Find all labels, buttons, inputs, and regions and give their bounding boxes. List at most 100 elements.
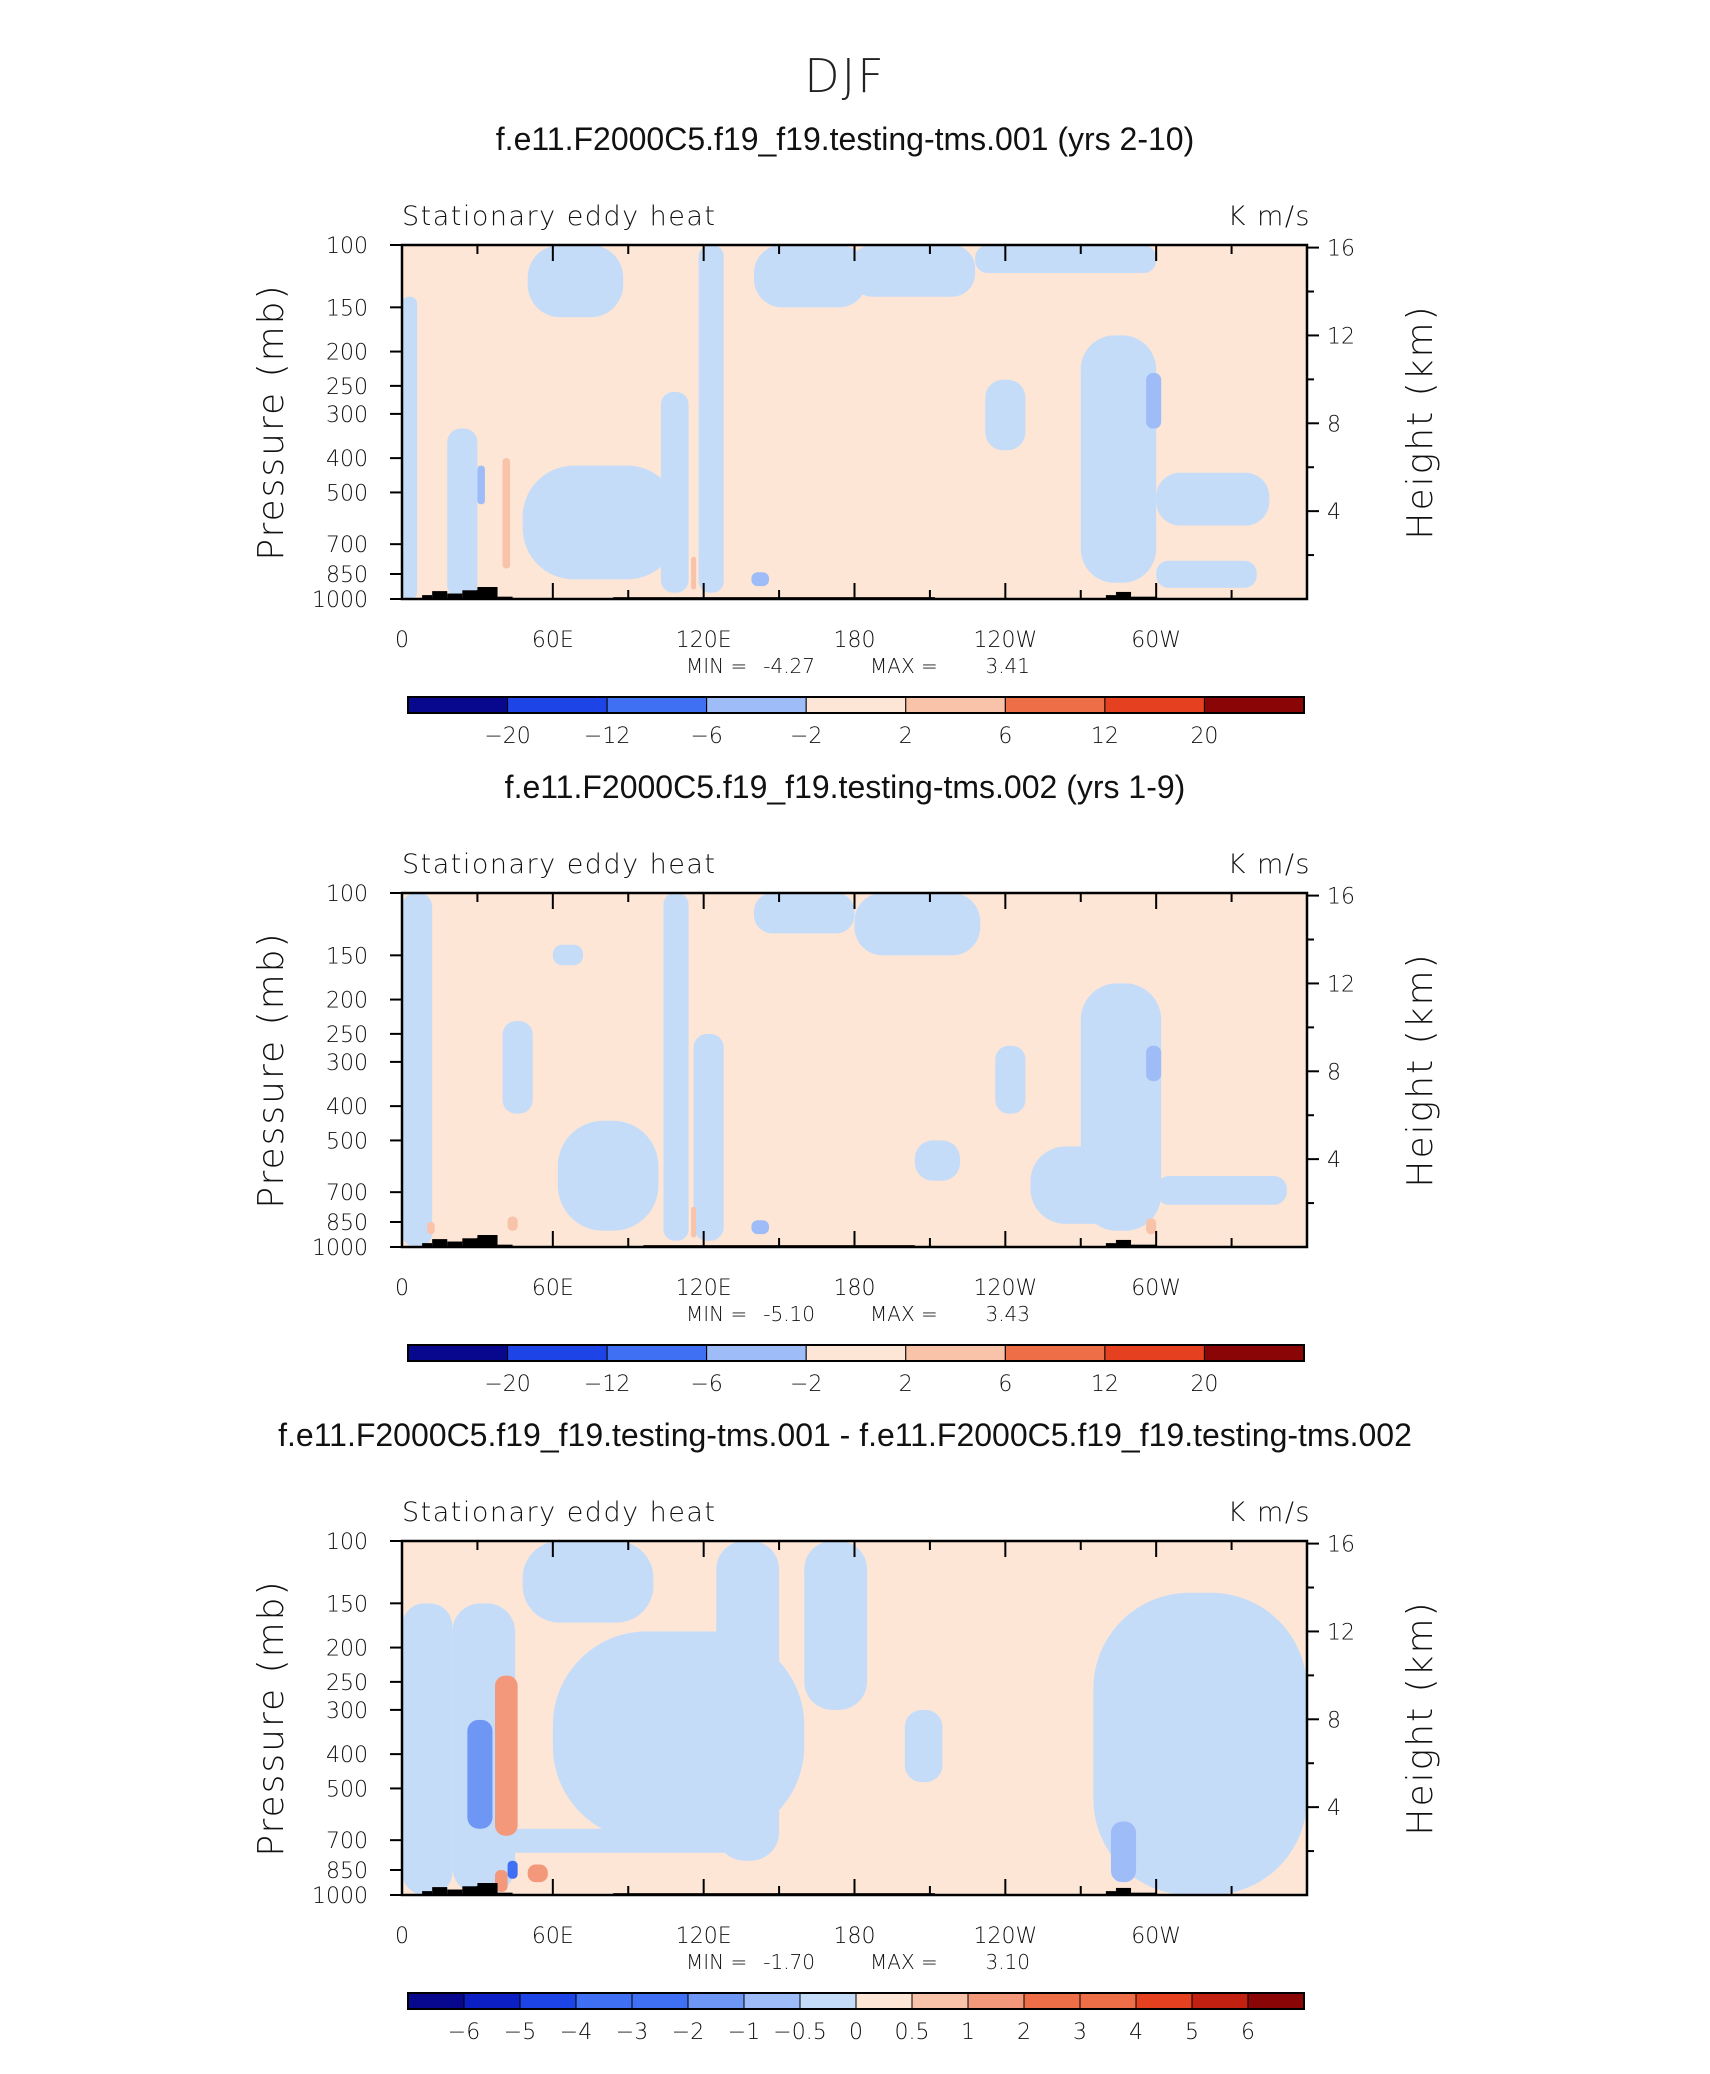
colorbar-label: 2 (1017, 2020, 1031, 2045)
contour-region (507, 1216, 518, 1231)
y-tick-label: 850 (326, 1859, 368, 1884)
min-value: -4.27 (763, 654, 815, 678)
colorbar-box (1247, 1992, 1305, 2010)
contour-region (1146, 373, 1162, 429)
colorbar-frame (407, 1344, 1305, 1362)
topography-mask (477, 1883, 498, 1895)
right-label: K m/s (1228, 1497, 1311, 1528)
contour-region (522, 1541, 654, 1623)
contour-region (527, 245, 624, 318)
topography-mask (447, 1241, 463, 1247)
panel-1: f.e11.F2000C5.f19_f19.testing-tms.001 (y… (251, 121, 1441, 749)
contour-region (904, 1709, 943, 1783)
colorbar-box (575, 1992, 633, 2010)
colorbar-box (706, 696, 807, 714)
contour-region (849, 245, 976, 297)
x-tick-label: 180 (834, 628, 876, 653)
y-right-tick-label: 16 (1327, 237, 1355, 262)
x-tick-label: 60W (1131, 628, 1181, 653)
colorbar-label: 20 (1190, 1372, 1218, 1397)
y-tick-label: 200 (326, 1637, 368, 1662)
y-right-tick-label: 8 (1327, 1060, 1341, 1085)
colorbar-label: −6 (690, 724, 722, 749)
left-label: Stationary eddy heat (402, 849, 717, 880)
colorbar-label: 6 (998, 1372, 1012, 1397)
min-label: MIN = (686, 654, 747, 678)
y-tick-label: 400 (326, 1095, 368, 1120)
colorbar-label: −2 (790, 724, 822, 749)
colorbar-label: −5 (504, 2020, 536, 2045)
contour-region (804, 1541, 868, 1710)
colorbar-label: −20 (484, 1372, 530, 1397)
y-tick-label: 1000 (312, 1236, 368, 1261)
x-tick-label: 120W (973, 1924, 1037, 1949)
colorbar-label: 4 (1129, 2020, 1143, 2045)
topography-mask (1105, 1891, 1116, 1895)
y-axis-label: Pressure (mb) (251, 931, 292, 1208)
topography-mask (1115, 1239, 1132, 1247)
topography-mask (1115, 1887, 1132, 1895)
colorbar-label: 6 (1241, 2020, 1255, 2045)
topography-mask (432, 1887, 448, 1895)
contour-region (1156, 472, 1270, 526)
colorbar-label: −6 (690, 1372, 722, 1397)
topography-mask (432, 591, 448, 599)
colorbar-box (1004, 1344, 1106, 1362)
y-tick-label: 200 (326, 341, 368, 366)
colorbar-frame (407, 696, 1305, 714)
contour-region (552, 944, 583, 966)
right-label: K m/s (1228, 201, 1311, 232)
contour-region (914, 1140, 961, 1181)
contour-region (854, 893, 981, 956)
y-tick-label: 1000 (312, 588, 368, 613)
y-right-tick-label: 16 (1327, 885, 1355, 910)
topography-mask (477, 587, 498, 599)
colorbar-label: −0.5 (773, 2020, 826, 2045)
colorbar-label: 1 (961, 2020, 975, 2045)
colorbar-box (687, 1992, 745, 2010)
colorbar-label: 0 (849, 2020, 863, 2045)
contour-region (477, 465, 485, 505)
x-tick-label: 180 (834, 1924, 876, 1949)
contour-region (495, 1675, 518, 1836)
topography-mask (1115, 591, 1132, 599)
max-label: MAX = (870, 1950, 938, 1974)
y-axis-right-label: Height (km) (1400, 304, 1441, 539)
contour-region (1146, 1218, 1157, 1235)
colorbar-label: 12 (1091, 1372, 1119, 1397)
min-label: MIN = (686, 1950, 747, 1974)
y-axis-right-label: Height (km) (1400, 952, 1441, 1187)
x-tick-label: 60E (532, 1276, 574, 1301)
colorbar-label: 5 (1185, 2020, 1199, 2045)
y-right-tick-label: 12 (1327, 972, 1355, 997)
contour-region (1080, 335, 1157, 583)
panel-title: f.e11.F2000C5.f19_f19.testing-tms.001 (y… (496, 121, 1194, 157)
y-right-tick-label: 16 (1327, 1533, 1355, 1558)
y-axis-right-label: Height (km) (1400, 1600, 1441, 1835)
colorbar-box (407, 696, 509, 714)
colorbar-box (805, 696, 907, 714)
x-tick-label: 120E (676, 1924, 732, 1949)
x-tick-label: 60W (1131, 1924, 1181, 1949)
y-tick-label: 200 (326, 989, 368, 1014)
colorbar-box (967, 1992, 1025, 2010)
y-tick-label: 250 (326, 1023, 368, 1048)
topography-mask (462, 1886, 478, 1895)
y-tick-label: 100 (326, 882, 368, 907)
colorbar-label: −3 (616, 2020, 648, 2045)
colorbar-label: 3 (1073, 2020, 1087, 2045)
colorbar-label: −20 (484, 724, 530, 749)
contour-region (502, 1828, 754, 1853)
y-tick-label: 300 (326, 1051, 368, 1076)
contour-region (502, 1021, 533, 1114)
panel-2: f.e11.F2000C5.f19_f19.testing-tms.002 (y… (251, 769, 1441, 1397)
y-right-tick-label: 12 (1327, 1620, 1355, 1645)
contour-region (527, 1864, 548, 1883)
colorbar-box (1004, 696, 1106, 714)
y-tick-label: 400 (326, 447, 368, 472)
contour-region (751, 572, 770, 587)
x-tick-label: 60W (1131, 1276, 1181, 1301)
contour-region (467, 1719, 493, 1829)
x-tick-label: 120W (973, 628, 1037, 653)
figure-title: DJF (804, 49, 885, 103)
